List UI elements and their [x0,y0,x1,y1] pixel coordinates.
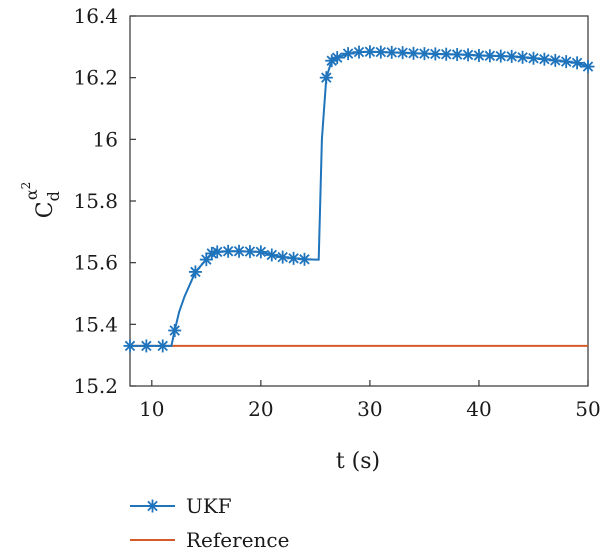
axes-box [129,15,589,387]
y-label-superscript: α [22,189,41,200]
data-point-ukf [265,248,279,262]
data-point-ukf [123,339,137,353]
legend: UKF Reference [130,494,289,552]
data-point-ukf [483,49,497,63]
data-point-ukf [526,51,540,65]
data-point-ukf [210,245,224,259]
data-point-ukf [254,245,268,259]
x-tick-label: 10 [139,397,164,421]
y-tick-label: 15.8 [73,189,118,213]
y-tick-label: 15.6 [73,251,118,275]
y-axis-ticks: 15.2 15.4 15.6 15.8 16 16.2 16.4 [73,4,136,398]
svg-text:Cdα2: Cdα2 [19,182,63,219]
x-tick-label: 50 [575,397,600,421]
y-tick-label: 15.4 [73,312,118,336]
y-label-superscript-power: 2 [19,182,33,190]
x-axis-label: t (s) [336,449,380,474]
data-point-ukf [330,51,344,65]
data-point-ukf [385,45,399,59]
data-point-ukf [363,45,377,59]
data-point-ukf [319,71,333,85]
data-point-ukf [559,55,573,69]
data-point-ukf [548,53,562,67]
data-point-ukf [581,60,595,74]
y-label-base: C [33,201,58,218]
data-point-ukf [156,339,170,353]
legend-marker [146,499,159,513]
data-point-ukf [341,47,355,61]
data-point-ukf [461,48,475,62]
data-point-ukf [287,251,301,265]
y-tick-label: 15.2 [73,374,118,398]
data-point-ukf [494,49,508,63]
data-point-ukf [243,245,257,259]
data-point-ukf [374,45,388,59]
data-point-ukf [417,47,431,61]
data-point-ukf [352,45,366,59]
legend-label: UKF [186,494,232,518]
data-point-ukf [188,265,202,279]
data-point-ukf [168,324,182,337]
legend-item-reference: Reference [130,528,289,552]
data-point-ukf [505,49,519,63]
y-axis-label: Cdα2 [19,182,63,219]
x-tick-label: 40 [466,397,491,421]
data-point-ukf [516,50,530,64]
y-label-subscript: d [44,191,63,201]
data-point-ukf [221,244,235,258]
x-tick-label: 20 [248,397,273,421]
data-point-ukf [428,47,442,61]
data-point-ukf [232,244,246,258]
y-tick-label: 16.2 [73,66,118,90]
legend-item-ukf: UKF [130,494,232,518]
x-axis-ticks: 10 20 30 40 50 [139,380,600,421]
data-point-ukf [276,250,290,264]
data-point-ukf [472,48,486,62]
data-point-ukf [570,56,584,70]
plot-area [123,45,595,353]
data-point-ukf [537,52,551,66]
y-tick-label: 16.4 [73,4,118,28]
series-ukf [123,45,595,353]
y-tick-label: 16 [93,127,118,151]
data-point-ukf [396,46,410,60]
data-point-ukf [139,339,153,353]
data-point-ukf [297,252,311,266]
data-point-ukf [450,48,464,62]
legend-label: Reference [186,528,289,552]
x-tick-label: 30 [357,397,382,421]
series-line-ukf [130,50,589,347]
data-point-ukf [439,47,453,61]
data-point-ukf [407,46,421,60]
axes-frame [129,15,589,387]
